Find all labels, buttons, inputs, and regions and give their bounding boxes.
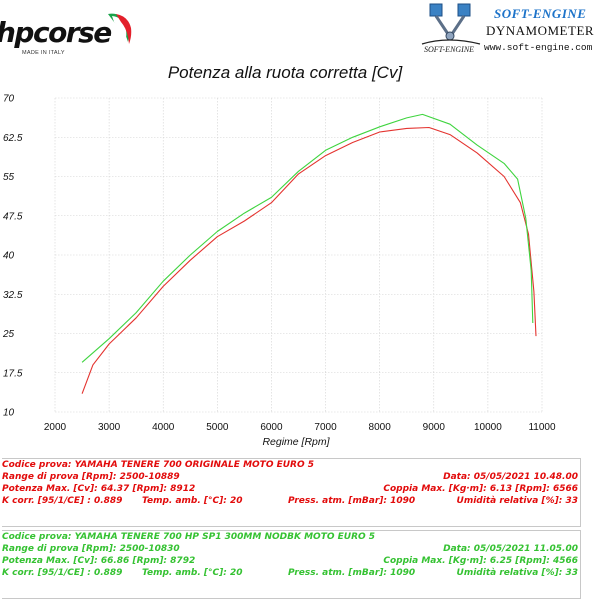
x-tick-label: 9000 [423, 422, 446, 433]
test-info-hp: Codice prova: YAMAHA TENERE 700 HP SP1 3… [2, 530, 581, 599]
test-code: Codice prova: YAMAHA TENERE 700 ORIGINAL… [2, 460, 315, 470]
test-kcorr: K corr. [95/1/CE] : 0.889 [2, 568, 123, 578]
x-tick-label: 10000 [474, 422, 502, 433]
soft-engine-logo: SOFT-ENGINE SOFT-ENGINE DYNAMOMETER www.… [418, 0, 600, 60]
y-tick-label: 47.5 [3, 211, 23, 222]
x-axis-label: Regime [Rpm] [262, 436, 330, 448]
italian-flag-swoosh-icon [108, 13, 132, 44]
y-tick-label: 70 [3, 94, 15, 105]
chart-series [81, 113, 537, 394]
x-tick-label: 11000 [528, 422, 556, 433]
test-date: Data: 05/05/2021 10.48.00 [443, 472, 578, 482]
test-torque: Coppia Max. [Kg·m]: 6.25 [Rpm]: 4566 [383, 556, 578, 566]
test-humidity: Umidità relativa [%]: 33 [456, 568, 578, 578]
test-code: Codice prova: YAMAHA TENERE 700 HP SP1 3… [2, 532, 376, 542]
pistons-logo-icon: SOFT-ENGINE [421, 3, 481, 54]
x-tick-label: 6000 [260, 422, 283, 433]
test-range: Range di prova [Rpm]: 2500-10830 [2, 544, 180, 554]
test-power: Potenza Max. [Cv]: 66.86 [Rpm]: 8792 [2, 556, 196, 566]
test-humidity: Umidità relativa [%]: 33 [456, 496, 578, 506]
partner-url: www.soft-engine.com [484, 42, 593, 53]
x-tick-label: 8000 [369, 422, 392, 433]
chart-title: Potenza alla ruota corretta [Cv] [167, 63, 403, 82]
x-tick-label: 2000 [44, 422, 67, 433]
hpcorse-logo: hpcorse MADE IN ITALY [0, 6, 146, 56]
soft-engine-logo-text: SOFT-ENGINE [424, 45, 474, 54]
y-tick-label: 32.5 [3, 290, 23, 301]
test-torque: Coppia Max. [Kg·m]: 6.13 [Rpm]: 6566 [383, 484, 578, 494]
test-power: Potenza Max. [Cv]: 64.37 [Rpm]: 8912 [2, 484, 196, 494]
brand-wordmark: hpcorse [0, 16, 112, 49]
y-tick-labels: 10 17.5 25 32.5 40 47.5 55 62.5 70 [2, 94, 23, 419]
test-date: Data: 05/05/2021 11.05.00 [443, 544, 578, 554]
test-pressure: Press. atm. [mBar]: 1090 [288, 496, 416, 506]
y-tick-label: 17.5 [3, 368, 23, 379]
x-tick-label: 4000 [152, 422, 175, 433]
test-temp: Temp. amb. [°C]: 20 [142, 568, 243, 578]
power-chart: 10 17.5 25 32.5 40 47.5 55 62.5 70 2000 3000 4000 5… [2, 94, 556, 449]
test-temp: Temp. amb. [°C]: 20 [142, 496, 243, 506]
x-tick-labels: 2000 3000 4000 5000 6000 7000 8000 9000 10000 110… [44, 422, 556, 433]
test-info-original: Codice prova: YAMAHA TENERE 700 ORIGINAL… [2, 458, 581, 527]
series-line-hp [81, 113, 534, 363]
x-tick-label: 7000 [314, 422, 337, 433]
brand-tagline: MADE IN ITALY [22, 50, 65, 56]
y-tick-label: 62.5 [3, 133, 23, 144]
y-tick-label: 40 [3, 251, 15, 262]
test-pressure: Press. atm. [mBar]: 1090 [288, 568, 416, 578]
partner-subtitle: DYNAMOMETER [486, 23, 595, 38]
x-tick-label: 5000 [206, 422, 229, 433]
test-range: Range di prova [Rpm]: 2500-10889 [2, 472, 180, 482]
y-tick-label: 25 [2, 329, 15, 340]
partner-title: SOFT-ENGINE [494, 6, 587, 21]
y-tick-label: 10 [3, 408, 15, 419]
series-line-original [81, 126, 537, 394]
test-kcorr: K corr. [95/1/CE] : 0.889 [2, 496, 123, 506]
y-tick-label: 55 [3, 172, 15, 183]
chart-grid [54, 97, 543, 413]
x-tick-label: 3000 [98, 422, 121, 433]
